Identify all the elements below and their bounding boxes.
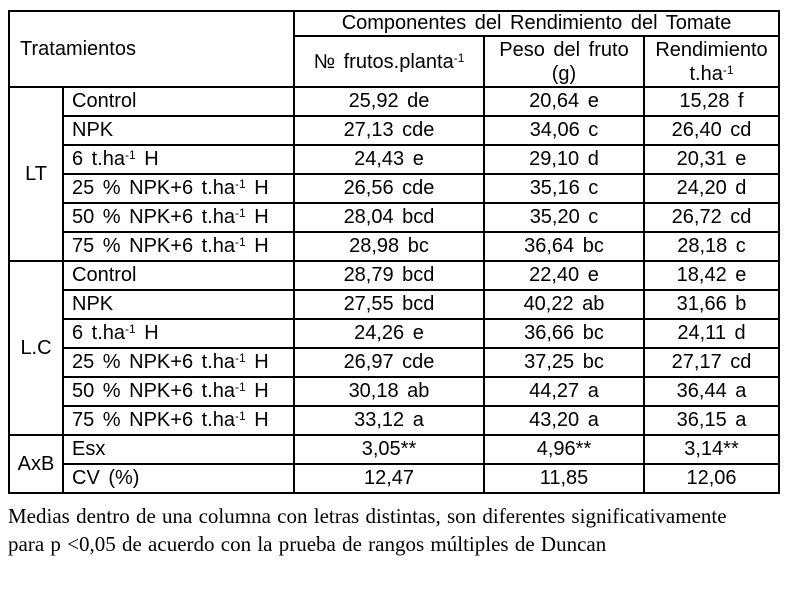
treatment-cell: Control	[62, 86, 295, 117]
yield-value-cell: 24,11 d	[642, 318, 781, 349]
yield-value-cell: 28,18 c	[642, 231, 781, 262]
table-row: 6 t.ha-1 H 24,26 e 36,66 bc 24,11 d	[9, 318, 781, 349]
table-row: 25 % NPK+6 t.ha-1 H 26,56 cde 35,16 c 24…	[9, 173, 781, 204]
yield-value-cell: 27,17 cd	[642, 347, 781, 378]
treatment-cell: 50 % NPK+6 t.ha-1 H	[62, 202, 295, 233]
fruits-value-cell: 24,26 e	[293, 318, 485, 349]
treatment-cell: NPK	[62, 289, 295, 320]
weight-value-cell: 40,22 ab	[483, 289, 645, 320]
weight-value-cell: 44,27 a	[483, 376, 645, 407]
table-row: CV (%) 12,47 11,85 12,06	[9, 463, 781, 494]
page: Tratamientos Componentes del Rendimiento…	[8, 10, 781, 558]
fruits-value-cell: 12,47	[293, 463, 485, 494]
fruits-value-cell: 28,04 bcd	[293, 202, 485, 233]
weight-value-cell: 4,96**	[483, 434, 645, 465]
treatment-cell: 75 % NPK+6 t.ha-1 H	[62, 231, 295, 262]
table-row: AxB Esx 3,05** 4,96** 3,14**	[8, 434, 781, 494]
col-header-weight-line2: (g)	[551, 62, 577, 85]
treatment-cell: Control	[62, 260, 295, 291]
col-header-yield-line1: Rendimiento	[655, 38, 768, 61]
footnote-line2: para p <0,05 de acuerdo con la prueba de…	[8, 532, 607, 556]
table-row: 6 t.ha-1 H 24,43 e 29,10 d 20,31 e	[9, 144, 781, 175]
fruits-value-cell: 28,79 bcd	[293, 260, 485, 291]
weight-value-cell: 35,16 c	[483, 173, 645, 204]
table-row: L.C Control 28,79 bcd 22,40 e 18,42 e	[8, 260, 781, 436]
fruits-value-cell: 28,98 bc	[293, 231, 485, 262]
footnote-line1: Medias dentro de una columna con letras …	[8, 504, 727, 528]
group-label-lc: L.C	[8, 260, 64, 436]
weight-value-cell: 36,66 bc	[483, 318, 645, 349]
fruits-value-cell: 24,43 e	[293, 144, 485, 175]
yield-value-cell: 20,31 e	[642, 144, 781, 175]
yield-value-cell: 26,40 cd	[642, 115, 781, 146]
group-label-axb: AxB	[8, 434, 64, 494]
treatment-cell: 75 % NPK+6 t.ha-1 H	[62, 405, 295, 436]
yield-value-cell: 12,06	[642, 463, 781, 494]
treatment-cell: 50 % NPK+6 t.ha-1 H	[62, 376, 295, 407]
yield-value-cell: 24,20 d	[642, 173, 781, 204]
table-row: NPK 27,13 cde 34,06 c 26,40 cd	[9, 115, 781, 146]
stat-label-cell: Esx	[62, 434, 295, 465]
yield-value-cell: 3,14**	[642, 434, 781, 465]
weight-value-cell: 20,64 e	[483, 86, 645, 117]
fruits-value-cell: 26,56 cde	[293, 173, 485, 204]
col-header-weight-line1: Peso del fruto	[499, 38, 629, 61]
yield-value-cell: 15,28 f	[642, 86, 781, 117]
yield-value-cell: 36,15 a	[642, 405, 781, 436]
col-header-weight: Peso del fruto (g)	[483, 35, 645, 88]
treatment-cell: 25 % NPK+6 t.ha-1 H	[62, 173, 295, 204]
yield-value-cell: 36,44 a	[642, 376, 781, 407]
table-row: NPK 27,55 bcd 40,22 ab 31,66 b	[9, 289, 781, 320]
components-header: Componentes del Rendimiento del Tomate	[292, 10, 781, 37]
fruits-value-cell: 27,55 bcd	[293, 289, 485, 320]
weight-value-cell: 22,40 e	[483, 260, 645, 291]
fruits-value-cell: 25,92 de	[293, 86, 485, 117]
stat-label-cell: CV (%)	[62, 463, 295, 494]
table-footnote: Medias dentro de una columna con letras …	[8, 502, 778, 558]
treatment-cell: NPK	[62, 115, 295, 146]
fruits-value-cell: 30,18 ab	[293, 376, 485, 407]
table-row: 50 % NPK+6 t.ha-1 H 30,18 ab 44,27 a 36,…	[9, 376, 781, 407]
col-header-yield-line2: t.ha-1	[689, 62, 734, 85]
fruits-value-cell: 27,13 cde	[293, 115, 485, 146]
weight-value-cell: 35,20 c	[483, 202, 645, 233]
weight-value-cell: 36,64 bc	[483, 231, 645, 262]
header-row-sub: № frutos.planta-1 Peso del fruto (g) Ren…	[9, 35, 781, 88]
fruits-value-cell: 3,05**	[293, 434, 485, 465]
weight-value-cell: 29,10 d	[483, 144, 645, 175]
weight-value-cell: 34,06 c	[483, 115, 645, 146]
col-header-fruits: № frutos.planta-1	[293, 35, 485, 88]
group-label-lt: LT	[8, 86, 64, 262]
table-row: LT Control 25,92 de 20,64 e 15,28 f	[8, 86, 781, 262]
treatments-header: Tratamientos	[8, 10, 295, 88]
col-header-yield: Rendimiento t.ha-1	[642, 35, 781, 88]
fruits-value-cell: 33,12 a	[293, 405, 485, 436]
yield-value-cell: 31,66 b	[642, 289, 781, 320]
weight-value-cell: 43,20 a	[483, 405, 645, 436]
fruits-value-cell: 26,97 cde	[293, 347, 485, 378]
table-row: 25 % NPK+6 t.ha-1 H 26,97 cde 37,25 bc 2…	[9, 347, 781, 378]
table-row: 75 % NPK+6 t.ha-1 H 28,98 bc 36,64 bc 28…	[9, 231, 781, 262]
yield-value-cell: 26,72 cd	[642, 202, 781, 233]
treatment-cell: 25 % NPK+6 t.ha-1 H	[62, 347, 295, 378]
weight-value-cell: 37,25 bc	[483, 347, 645, 378]
table-row: 75 % NPK+6 t.ha-1 H 33,12 a 43,20 a 36,1…	[9, 405, 781, 436]
yield-value-cell: 18,42 e	[642, 260, 781, 291]
weight-value-cell: 11,85	[483, 463, 645, 494]
results-table: Tratamientos Componentes del Rendimiento…	[8, 10, 781, 494]
treatment-cell: 6 t.ha-1 H	[62, 144, 295, 175]
header-row-top: Tratamientos Componentes del Rendimiento…	[8, 10, 781, 88]
treatment-cell: 6 t.ha-1 H	[62, 318, 295, 349]
table-row: 50 % NPK+6 t.ha-1 H 28,04 bcd 35,20 c 26…	[9, 202, 781, 233]
